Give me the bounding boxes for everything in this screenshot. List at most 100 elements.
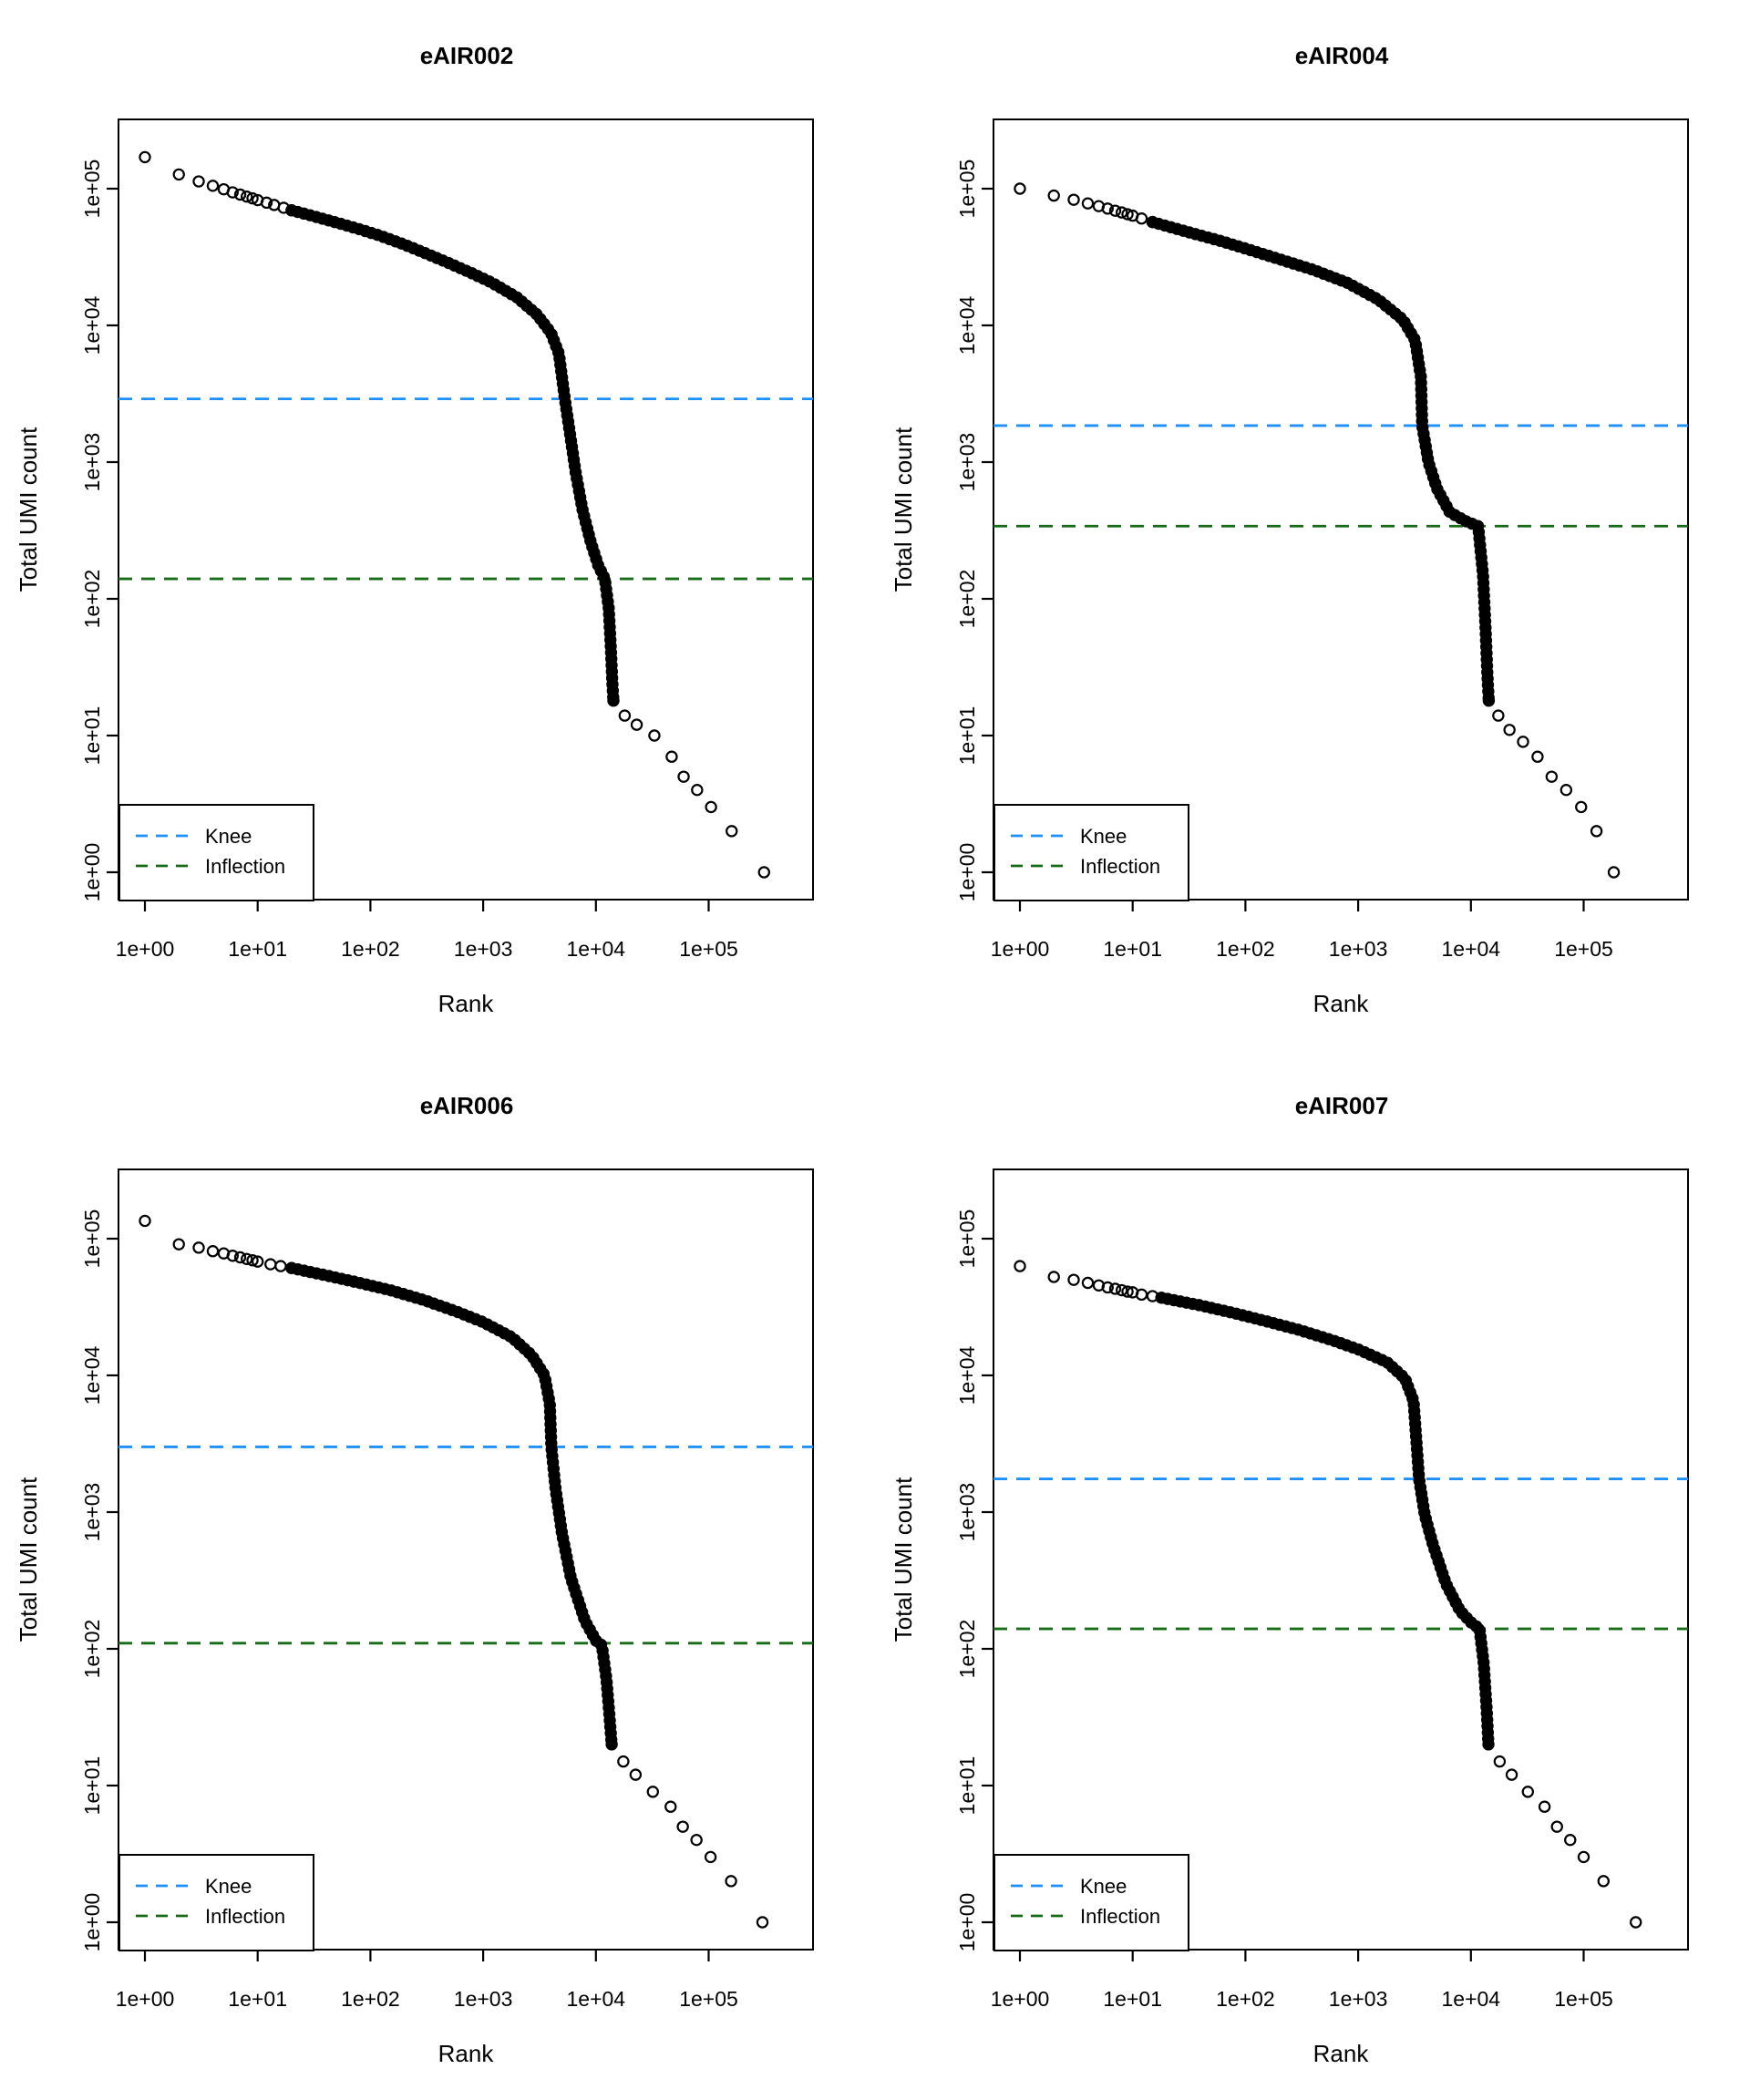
data-point xyxy=(564,434,578,448)
data-point xyxy=(1475,1637,1488,1650)
y-axis-label: Total UMI count xyxy=(890,1477,917,1642)
data-point xyxy=(571,479,584,491)
x-tick-label: 1e+02 xyxy=(1216,1987,1275,2011)
x-tick-label: 1e+00 xyxy=(116,937,175,961)
data-point xyxy=(540,1380,553,1393)
data-point xyxy=(551,1494,564,1507)
x-tick-label: 1e+03 xyxy=(454,937,513,961)
data-point xyxy=(463,1311,477,1323)
data-point xyxy=(1415,376,1427,389)
data-point xyxy=(1211,1302,1224,1316)
data-point xyxy=(1479,627,1492,641)
data-point xyxy=(1242,1311,1255,1323)
data-point xyxy=(1423,1524,1436,1538)
data-point xyxy=(588,546,601,560)
data-point xyxy=(354,1276,366,1290)
data-point xyxy=(1364,1348,1377,1362)
data-point xyxy=(1415,383,1427,396)
data-point xyxy=(1195,229,1209,242)
data-point xyxy=(1155,1292,1168,1304)
data-point xyxy=(547,334,561,347)
legend-box xyxy=(118,804,314,901)
y-axis-label: Total UMI count xyxy=(890,427,917,592)
data-point xyxy=(607,695,620,707)
y-tick-label: 1e+01 xyxy=(955,1756,979,1816)
x-tick-label: 1e+02 xyxy=(1216,937,1275,961)
data-point xyxy=(618,709,632,722)
data-point xyxy=(1410,345,1424,358)
plot-box xyxy=(118,1168,814,1951)
x-tick-label: 1e+00 xyxy=(991,1987,1050,2011)
data-point xyxy=(371,228,384,242)
data-point xyxy=(558,1538,571,1551)
data-point xyxy=(1597,1875,1610,1888)
data-point xyxy=(1108,1282,1122,1295)
data-point xyxy=(383,232,396,246)
data-point xyxy=(594,564,607,577)
data-point xyxy=(1420,446,1434,459)
data-point xyxy=(471,270,484,283)
data-point xyxy=(439,1302,452,1314)
data-point xyxy=(1226,238,1239,251)
data-point xyxy=(1480,1701,1493,1714)
data-point xyxy=(630,718,643,731)
data-point xyxy=(602,1707,616,1721)
data-point xyxy=(601,1682,613,1695)
data-point xyxy=(562,421,576,435)
data-point xyxy=(691,783,704,797)
data-point xyxy=(1430,1549,1443,1562)
data-point xyxy=(1475,551,1488,564)
data-point xyxy=(1273,1318,1286,1332)
curve-band xyxy=(286,205,619,705)
data-point xyxy=(277,201,290,214)
y-tick-label: 1e+00 xyxy=(80,1893,104,1952)
legend-inflection-label: Inflection xyxy=(205,1905,285,1928)
data-point xyxy=(1419,1512,1432,1525)
data-point xyxy=(1316,1331,1329,1343)
x-tick-label: 1e+00 xyxy=(116,1987,175,2011)
data-point xyxy=(549,1481,562,1494)
data-point xyxy=(1299,261,1312,274)
data-point xyxy=(360,1278,373,1291)
data-point xyxy=(1121,1285,1134,1298)
legend-inflection-label: Inflection xyxy=(1080,855,1160,878)
data-point xyxy=(1218,1304,1230,1317)
data-point xyxy=(1479,621,1492,634)
data-point xyxy=(1479,1694,1493,1707)
data-point xyxy=(1481,665,1494,679)
data-point xyxy=(1220,236,1233,249)
y-tick-label: 1e+04 xyxy=(80,1345,104,1405)
data-point xyxy=(1177,224,1189,237)
data-point xyxy=(1340,1339,1354,1352)
data-point xyxy=(570,1588,582,1601)
data-point xyxy=(606,678,619,691)
data-point xyxy=(544,1417,557,1431)
data-point xyxy=(1329,272,1342,284)
data-point xyxy=(1481,1726,1495,1739)
curve-band xyxy=(1148,217,1494,705)
data-point xyxy=(1482,695,1496,707)
data-point xyxy=(1404,1385,1416,1399)
data-point xyxy=(1414,364,1426,376)
data-point xyxy=(557,384,571,396)
data-point xyxy=(1477,1656,1490,1669)
data-point xyxy=(448,259,461,273)
x-axis-label: Rank xyxy=(1313,2040,1370,2067)
plot-box xyxy=(993,118,1689,901)
data-point xyxy=(206,180,220,192)
panel-title: eAIR006 xyxy=(419,1092,514,1119)
data-point xyxy=(226,186,239,199)
data-point xyxy=(1158,219,1171,232)
data-point xyxy=(1415,415,1428,427)
x-tick-label: 1e+03 xyxy=(1329,1987,1388,2011)
data-point xyxy=(1281,255,1293,268)
x-tick-label: 1e+05 xyxy=(1554,1987,1613,2011)
data-point xyxy=(556,1531,570,1545)
data-point xyxy=(676,1820,689,1833)
data-point xyxy=(396,1288,410,1301)
data-point xyxy=(310,1267,324,1280)
data-point xyxy=(192,1241,205,1254)
data-point xyxy=(561,415,575,428)
data-point xyxy=(1415,396,1428,408)
data-point xyxy=(599,1663,612,1676)
